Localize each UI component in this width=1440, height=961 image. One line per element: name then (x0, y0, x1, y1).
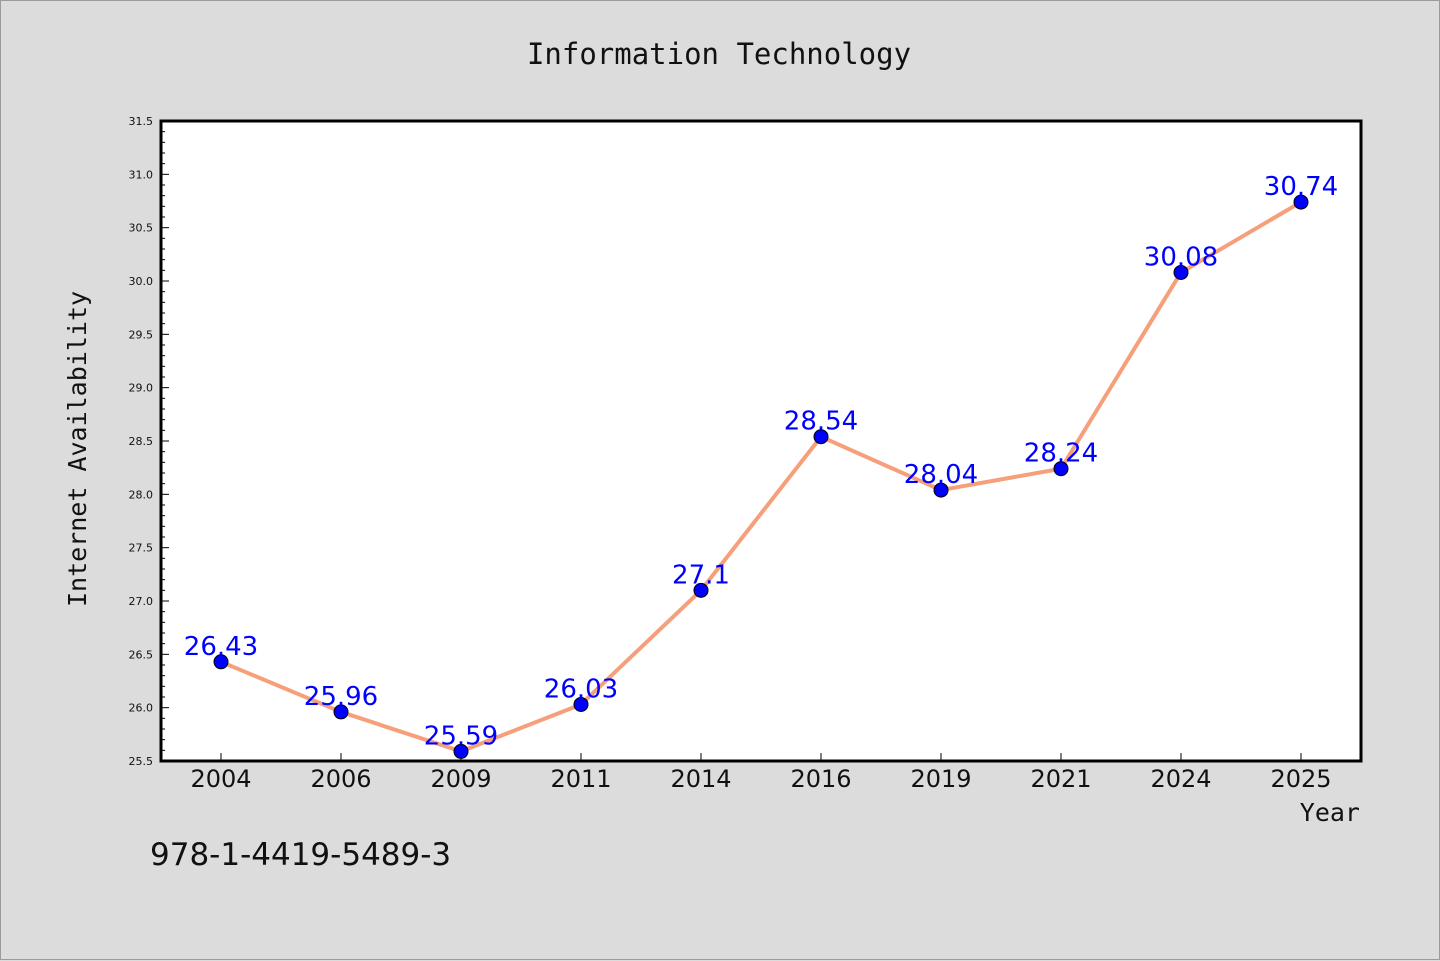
x-tick-label: 2014 (670, 765, 731, 793)
x-tick-label: 2016 (790, 765, 851, 793)
data-label: 26.03 (544, 674, 618, 704)
data-point (213, 654, 229, 670)
data-label: 30.08 (1144, 242, 1218, 272)
x-tick-label: 2019 (910, 765, 971, 793)
x-tick-label: 2024 (1150, 765, 1211, 793)
y-tick-label: 25.5 (129, 755, 154, 768)
x-tick-label: 2025 (1270, 765, 1331, 793)
data-label: 27.1 (672, 560, 730, 590)
data-point (573, 696, 589, 712)
data-label: 25.59 (424, 721, 498, 751)
y-tick-label: 28.5 (129, 435, 154, 448)
data-point (693, 582, 709, 598)
y-tick-label: 27.0 (129, 595, 154, 608)
y-tick-label: 29.5 (129, 328, 154, 341)
y-tick-label: 30.5 (129, 222, 154, 235)
y-tick-label: 31.5 (129, 115, 154, 128)
y-tick-label: 27.5 (129, 542, 154, 555)
data-point (1293, 194, 1309, 210)
markers (213, 194, 1309, 759)
chart-title: Information Technology (527, 37, 911, 71)
data-label: 30.74 (1264, 172, 1338, 202)
series-line (220, 200, 1303, 754)
data-label: 28.24 (1024, 439, 1098, 469)
y-tick-label: 31.0 (129, 168, 154, 181)
y-tick-label: 26.5 (129, 648, 154, 661)
y-tick-label: 29.0 (129, 382, 154, 395)
data-point (453, 743, 469, 759)
data-label: 28.54 (784, 407, 858, 437)
isbn-annotation: 978-1-4419-5489-3 (150, 837, 451, 873)
data-point (933, 482, 949, 498)
x-tick-label: 2021 (1030, 765, 1091, 793)
data-labels: 26.43 25.96 25.59 26.03 27.1 28.54 28.04 28.24 3… (184, 172, 1338, 751)
y-tick-label: 26.0 (129, 702, 154, 715)
x-axis-title: Year (1300, 798, 1360, 827)
data-point (1053, 461, 1069, 477)
x-tick-label: 2011 (550, 765, 611, 793)
data-point (813, 429, 829, 445)
y-tick-label: 28.0 (129, 488, 154, 501)
x-tick-label: 2004 (190, 765, 251, 793)
x-axis: 2004 2006 2009 2011 2014 2016 2019 2021 2024 2025 (190, 753, 1332, 793)
data-point (333, 704, 349, 720)
plot-area (161, 121, 1361, 761)
y-tick-label: 30.0 (129, 275, 154, 288)
plot-frame (159, 119, 1363, 763)
data-label: 25.96 (304, 682, 378, 712)
data-label: 28.04 (904, 460, 978, 490)
data-label: 26.43 (184, 632, 258, 662)
x-tick-label: 2006 (310, 765, 371, 793)
series-line-group (220, 200, 1303, 754)
y-axis-title: Internet Availability (63, 291, 92, 607)
data-point (1173, 264, 1189, 280)
x-tick-label: 2009 (430, 765, 491, 793)
